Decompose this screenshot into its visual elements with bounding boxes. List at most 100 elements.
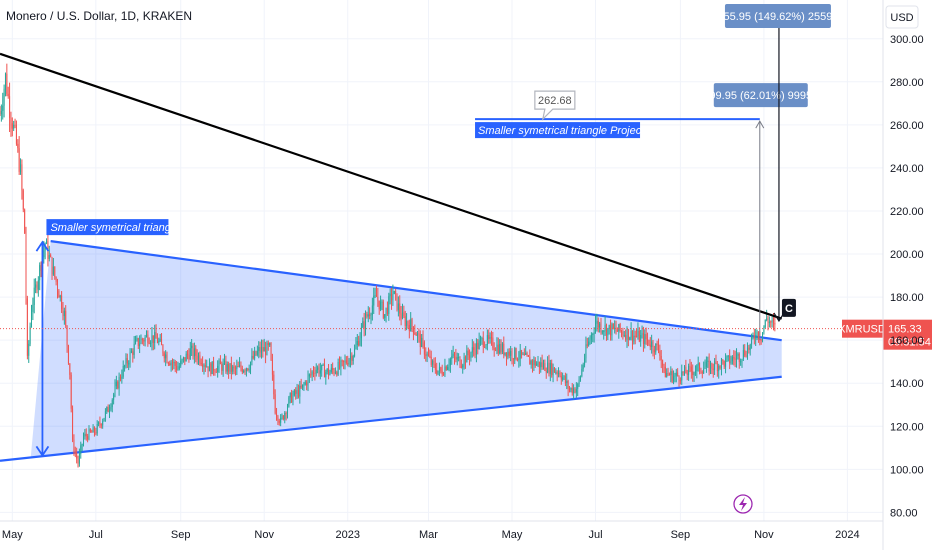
candle-body — [577, 384, 579, 389]
candle-body — [245, 368, 247, 372]
candle-body — [318, 367, 320, 374]
candle-body — [414, 332, 416, 334]
candle-body — [37, 280, 39, 290]
candle-body — [393, 291, 395, 294]
candle-body — [657, 345, 659, 352]
candle-body — [310, 374, 312, 376]
candle-body — [285, 412, 287, 414]
candle-body — [444, 366, 446, 375]
candle-body — [492, 337, 494, 349]
candle-body — [640, 335, 642, 342]
candle-body — [486, 335, 488, 346]
candle-body — [92, 427, 94, 433]
candle-body — [434, 363, 436, 370]
candle-body — [7, 93, 9, 97]
candle-body — [400, 313, 402, 319]
candle-body — [521, 350, 523, 355]
candle-body — [63, 310, 65, 317]
candle-body — [614, 327, 616, 329]
candle-body — [540, 362, 542, 368]
candle-body — [214, 370, 216, 373]
candle-body — [655, 343, 657, 353]
candle-body — [304, 382, 306, 385]
candle-body — [693, 372, 695, 376]
candle-body — [454, 353, 456, 357]
candle-body — [547, 362, 549, 373]
candle-body — [206, 366, 208, 368]
candle-body — [115, 381, 117, 387]
candle-body — [651, 341, 653, 347]
candle-body — [3, 88, 5, 106]
candle-body — [348, 359, 350, 365]
candle-body — [72, 408, 74, 440]
candle-body — [311, 371, 313, 375]
candle-body — [475, 342, 477, 355]
candle-body — [563, 376, 565, 378]
candle-body — [198, 355, 200, 360]
candle-body — [360, 327, 362, 339]
candle-body — [697, 363, 699, 366]
candle-body — [729, 355, 731, 364]
candle-body — [603, 331, 605, 333]
candle-body — [359, 338, 361, 346]
candle-body — [80, 445, 82, 454]
candle-body — [278, 420, 280, 423]
candle-body — [459, 357, 461, 367]
candle-body — [85, 433, 87, 437]
candle-body — [748, 347, 750, 350]
time-axis[interactable]: May Jul Sep Nov 2023 Mar May Jul Sep Nov 2024 — [2, 529, 860, 541]
candle-body — [196, 355, 198, 360]
candle-body — [664, 366, 666, 378]
candle-body — [62, 309, 64, 317]
candle-body — [445, 366, 447, 370]
time-tick-label: Nov — [254, 529, 274, 541]
candle-body — [595, 323, 597, 333]
candle-body — [462, 365, 464, 368]
candle-body — [762, 332, 764, 341]
small-triangle-label: Smaller symetrical triangle — [50, 222, 179, 234]
candle-body — [259, 347, 261, 353]
candle-body — [374, 295, 376, 297]
measure-1-text: 99.95 (62.01%) 9995 — [709, 90, 812, 102]
candle-body — [20, 164, 22, 172]
candle-body — [352, 355, 354, 361]
price-axis[interactable]: 80.00 100.00 120.00 140.00 160.00 180.00 200.0… — [890, 34, 924, 520]
candle-body — [61, 295, 63, 310]
candle-body — [630, 330, 632, 338]
candle-body — [339, 362, 341, 368]
candle-body — [718, 365, 720, 372]
candle-body — [247, 368, 249, 371]
candle-body — [26, 298, 28, 356]
candle-body — [356, 341, 358, 345]
candle-body — [336, 372, 338, 375]
candle-body — [292, 395, 294, 403]
candle-body — [270, 343, 272, 360]
candle-body — [570, 387, 572, 390]
candle-body — [501, 343, 503, 352]
candle-body — [736, 355, 738, 360]
candle-body — [615, 327, 617, 331]
candle-body — [22, 190, 24, 210]
candle-body — [578, 379, 580, 385]
candle-body — [716, 363, 718, 372]
candle-body — [9, 96, 11, 119]
candle-body — [303, 384, 305, 386]
candle-body — [395, 291, 397, 294]
candle-body — [300, 385, 302, 388]
candle-body — [504, 352, 506, 355]
price-tick-label: 260.00 — [890, 120, 924, 132]
arrow-head-down — [35, 445, 50, 458]
candle-body — [155, 332, 157, 339]
candle-body — [114, 386, 116, 395]
candle-body — [66, 325, 68, 346]
price-tick-label: 160.00 — [890, 335, 924, 347]
candle-body — [144, 336, 146, 342]
lightning-icon[interactable] — [733, 494, 753, 514]
candle-body — [710, 363, 712, 372]
candle-body — [354, 348, 356, 356]
candle-body — [749, 344, 751, 350]
candle-body — [407, 321, 409, 325]
candle-body — [429, 355, 431, 358]
currency-button[interactable]: USD — [885, 5, 919, 29]
